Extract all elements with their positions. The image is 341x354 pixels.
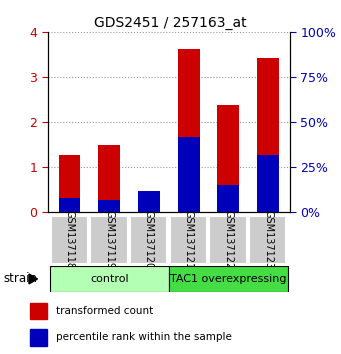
- Text: strain: strain: [3, 273, 38, 285]
- Bar: [30, 303, 46, 319]
- Bar: [98, 200, 120, 212]
- Bar: [178, 49, 199, 212]
- Bar: [59, 198, 80, 212]
- Polygon shape: [29, 274, 38, 284]
- Bar: [257, 58, 279, 212]
- Text: percentile rank within the sample: percentile rank within the sample: [56, 332, 232, 342]
- Bar: [50, 266, 169, 292]
- Text: GSM137121: GSM137121: [184, 210, 194, 269]
- Text: GSM137119: GSM137119: [104, 210, 114, 269]
- Text: GSM137120: GSM137120: [144, 210, 154, 269]
- Bar: [218, 105, 239, 212]
- Text: TAC1 overexpressing: TAC1 overexpressing: [170, 274, 286, 284]
- Bar: [130, 216, 167, 264]
- Bar: [138, 191, 160, 212]
- Text: GDS2451 / 257163_at: GDS2451 / 257163_at: [94, 16, 247, 30]
- Text: GSM137123: GSM137123: [263, 210, 273, 269]
- Bar: [50, 216, 88, 264]
- Bar: [30, 329, 46, 346]
- Text: GSM137118: GSM137118: [64, 210, 75, 269]
- Bar: [169, 216, 207, 264]
- Bar: [169, 266, 288, 292]
- Bar: [209, 216, 247, 264]
- Text: transformed count: transformed count: [56, 306, 153, 315]
- Bar: [218, 185, 239, 212]
- Bar: [249, 216, 286, 264]
- Text: GSM137122: GSM137122: [223, 210, 233, 269]
- Bar: [178, 137, 199, 212]
- Text: control: control: [90, 274, 129, 284]
- Bar: [98, 145, 120, 212]
- Bar: [90, 216, 128, 264]
- Bar: [257, 155, 279, 212]
- Bar: [59, 155, 80, 212]
